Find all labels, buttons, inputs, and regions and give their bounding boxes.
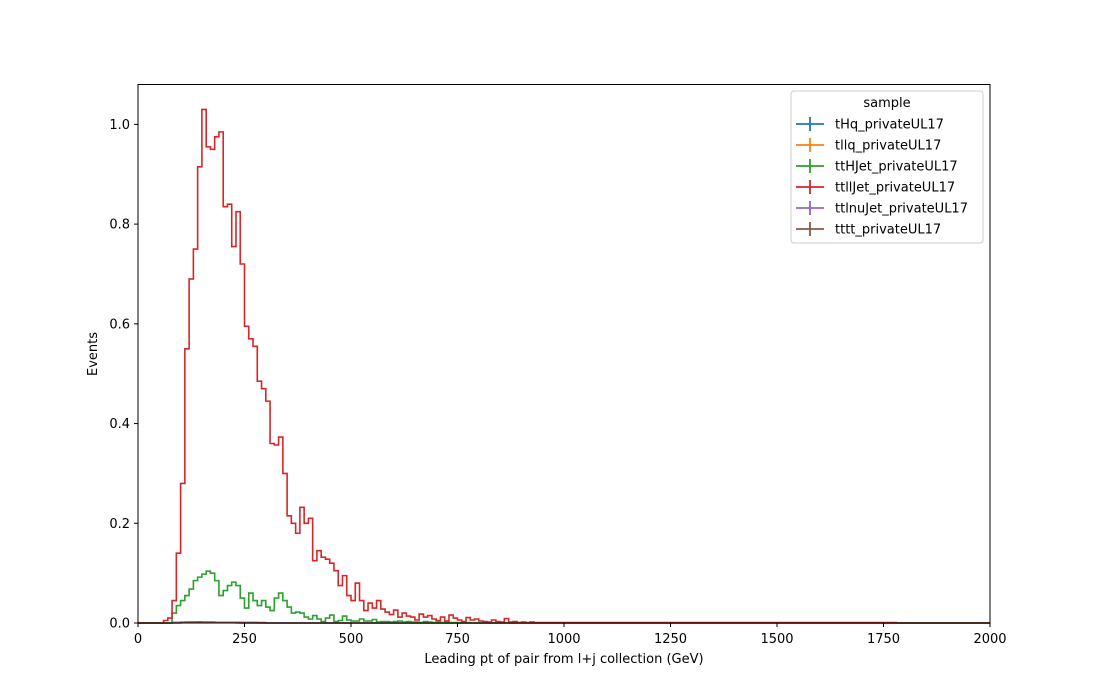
legend-label: ttHJet_privateUL17 <box>835 160 958 175</box>
x-axis-label: Leading pt of pair from l+j collection (… <box>424 652 703 667</box>
legend-title: sample <box>863 96 910 111</box>
x-tick-label: 750 <box>445 632 470 647</box>
legend-box <box>790 90 984 244</box>
y-tick-label: 0.0 <box>109 617 130 632</box>
legend-entry: tttt_privateUL17 <box>796 222 941 238</box>
x-tick-label: 1000 <box>547 632 580 647</box>
y-tick-label: 1.0 <box>109 118 130 133</box>
legend-entries: tHq_privateUL17 tllq_privateUL17 ttHJet_pr… <box>796 117 968 238</box>
legend-label: tttt_privateUL17 <box>835 223 941 238</box>
legend-label: ttlnuJet_privateUL17 <box>835 202 968 217</box>
legend: sample tHq_privateUL17 tllq_privateUL17tt… <box>790 90 984 244</box>
legend-entry: ttllJet_privateUL17 <box>796 180 955 196</box>
legend-entry: ttHJet_privateUL17 <box>796 159 958 175</box>
legend-entry: ttlnuJet_privateUL17 <box>796 201 968 217</box>
x-tick-label: 500 <box>339 632 364 647</box>
x-tick-label: 1750 <box>867 632 900 647</box>
series-tthjet-privateul17 <box>138 570 990 624</box>
x-tick-label: 0 <box>134 632 142 647</box>
y-axis-label: Events <box>86 332 101 376</box>
y-axis-ticks: 0.0 0.2 0.4 0.6 0.8 1.0 <box>109 118 138 632</box>
legend-label: ttllJet_privateUL17 <box>835 181 955 196</box>
legend-label: tHq_privateUL17 <box>835 118 944 133</box>
legend-label: tllq_privateUL17 <box>835 139 941 154</box>
y-tick-label: 0.4 <box>109 417 130 432</box>
x-tick-label: 1500 <box>760 632 793 647</box>
legend-entry: tHq_privateUL17 <box>796 117 944 133</box>
legend-entry: tllq_privateUL17 <box>796 138 941 154</box>
x-tick-label: 1250 <box>654 632 687 647</box>
y-tick-label: 0.2 <box>109 517 130 532</box>
y-tick-label: 0.8 <box>109 218 130 233</box>
x-tick-label: 250 <box>232 632 257 647</box>
x-tick-label: 2000 <box>973 632 1006 647</box>
x-axis-ticks: 0 250 500 750 1000 1250 1500 1750 2000 <box>134 623 1007 647</box>
y-tick-label: 0.6 <box>109 317 130 332</box>
